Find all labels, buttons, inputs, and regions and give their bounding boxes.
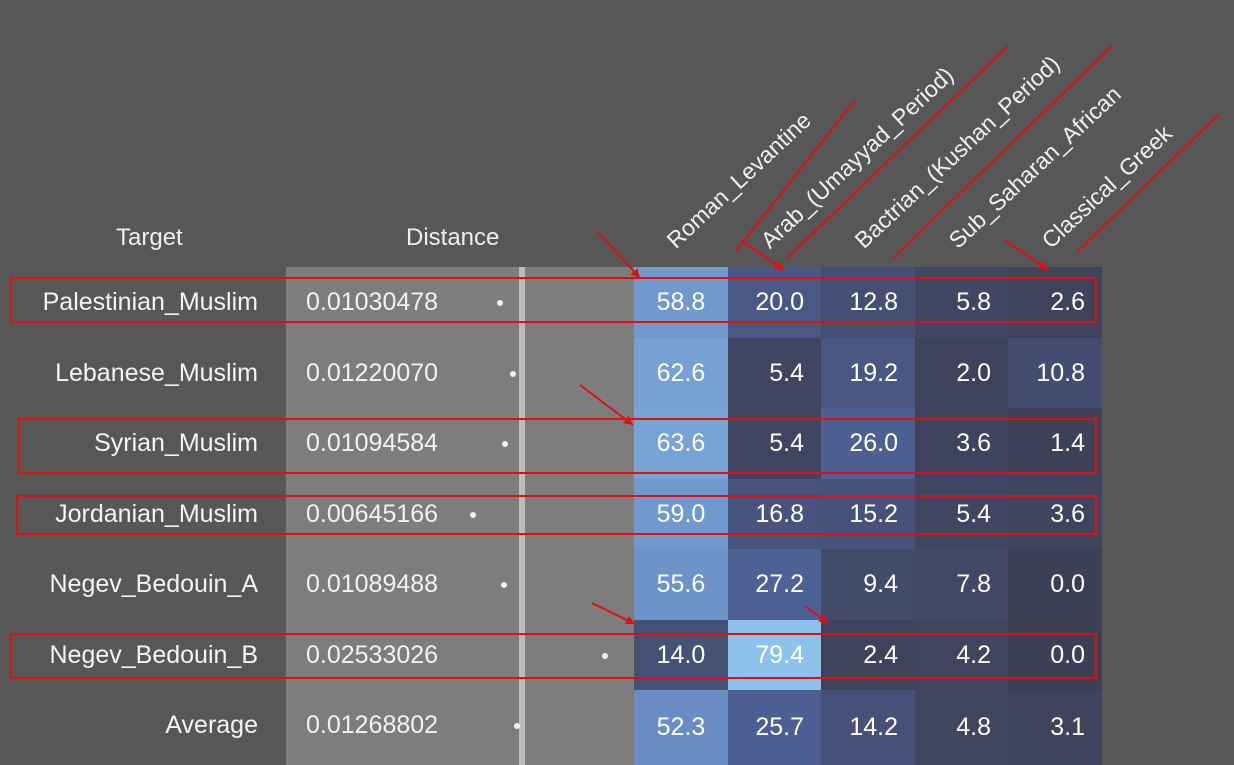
distance-dot	[602, 653, 609, 659]
heatmap-cell: 7.8	[915, 549, 1008, 620]
heatmap-cell: 3.6	[1008, 479, 1102, 549]
row-target-label: Palestinian_Muslim	[42, 288, 258, 316]
row-target-label: Jordanian_Muslim	[55, 500, 258, 528]
distance-column-header: Distance	[406, 224, 500, 251]
row-distance-value: 0.01094584	[306, 429, 439, 457]
header-underline	[786, 45, 1009, 259]
heatmap-cell: 5.4	[915, 479, 1008, 549]
heatmap-cell: 27.2	[728, 549, 821, 620]
row-distance-value: 0.01268802	[306, 711, 439, 739]
distance-panel	[286, 267, 634, 765]
row-distance-value: 0.01030478	[306, 288, 439, 316]
heatmap-cell: 62.6	[634, 338, 728, 408]
arrowhead-icon	[774, 261, 784, 270]
heatmap-cell: 25.7	[728, 690, 821, 765]
highlight-box	[18, 418, 1097, 474]
row-target-label: Syrian_Muslim	[94, 429, 258, 457]
heatmap-cell: 4.8	[915, 690, 1008, 765]
annotation-arrow	[579, 384, 634, 426]
header-underline	[734, 99, 856, 253]
heatmap-cell: 9.4	[821, 549, 915, 620]
heatmap-cell: 10.8	[1008, 338, 1102, 408]
distance-dot	[513, 723, 520, 729]
arrowhead-icon	[625, 616, 635, 625]
heatmap-cell: 16.8	[728, 479, 821, 549]
row-target-label: Lebanese_Muslim	[55, 359, 258, 387]
row-target-label: Negev_Bedouin_A	[49, 570, 259, 598]
heatmap-cell: 15.2	[821, 479, 915, 549]
arrowhead-icon	[623, 416, 633, 425]
row-distance-value: 0.01089488	[306, 570, 439, 598]
distance-dot	[470, 512, 477, 518]
annotation-arrow	[597, 231, 641, 279]
heatmap-cell: 59.0	[634, 479, 728, 549]
highlight-box	[16, 495, 1097, 535]
row-target-label: Average	[165, 711, 258, 739]
heatmap-cell: 14.2	[821, 690, 915, 765]
row-distance-value: 0.01220070	[306, 359, 439, 387]
row-distance-value: 0.02533026	[306, 641, 439, 669]
target-column-header: Target	[116, 224, 183, 251]
heatmap-cell: 52.3	[634, 690, 728, 765]
heatmap-cell: 19.2	[821, 338, 915, 408]
heatmap-cell: 55.6	[634, 549, 728, 620]
heatmap-cell: 0.0	[1008, 549, 1102, 620]
distance-dot	[510, 371, 517, 377]
row-distance-value: 0.00645166	[306, 500, 439, 528]
distance-dot	[501, 441, 508, 447]
highlight-box	[10, 277, 1097, 323]
distance-divider	[519, 267, 525, 765]
header-underline	[892, 45, 1113, 259]
distance-dot	[497, 300, 504, 306]
arrowhead-icon	[630, 268, 640, 278]
heatmap-cell: 5.4	[728, 338, 821, 408]
highlight-box	[10, 633, 1097, 679]
arrowhead-icon	[1038, 261, 1048, 270]
header-underline	[1076, 113, 1220, 253]
heatmap-cell: 3.1	[1008, 690, 1102, 765]
distance-dot	[501, 582, 508, 588]
arrowhead-icon	[818, 614, 828, 623]
row-target-label: Negev_Bedouin_B	[49, 641, 259, 669]
heatmap-cell: 2.0	[915, 338, 1008, 408]
